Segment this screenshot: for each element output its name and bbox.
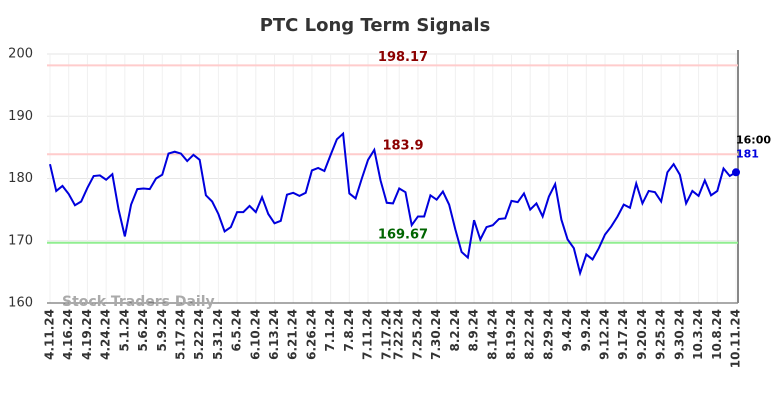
- x-tick-label: 8.19.24: [504, 309, 518, 360]
- x-tick-label: 5.31.24: [211, 309, 225, 360]
- y-tick-label: 190: [8, 109, 33, 124]
- x-tick-label: 6.13.24: [267, 309, 281, 360]
- x-tick-label: 5.22.24: [192, 309, 206, 360]
- watermark: Stock Traders Daily: [62, 294, 215, 310]
- y-tick-label: 160: [8, 296, 33, 311]
- last-point: [732, 168, 740, 177]
- x-tick-label: 9.17.24: [616, 309, 630, 360]
- x-tick-label: 10.8.24: [710, 309, 724, 360]
- x-tick-label: 9.12.24: [598, 309, 612, 360]
- x-tick-label: 8.2.24: [448, 309, 462, 352]
- chart-title: PTC Long Term Signals: [260, 15, 491, 36]
- x-tick-label: 7.8.24: [342, 309, 356, 352]
- x-tick-label: 7.30.24: [429, 309, 443, 360]
- x-tick-label: 4.24.24: [99, 309, 113, 360]
- last-value-label: 181: [736, 147, 759, 160]
- x-tick-label: 6.5.24: [230, 309, 244, 352]
- y-tick-label: 200: [8, 47, 33, 62]
- price-line: [49, 131, 737, 277]
- x-tick-label: 9.9.24: [579, 309, 593, 352]
- x-tick-label: 8.29.24: [541, 309, 555, 360]
- x-tick-label: 9.25.24: [654, 309, 668, 360]
- x-tick-label: 5.6.24: [136, 309, 150, 352]
- x-tick-label: 10.11.24: [729, 309, 743, 368]
- x-tick-label: 7.22.24: [392, 309, 406, 360]
- x-tick-label: 8.14.24: [485, 309, 499, 360]
- x-tick-label: 7.1.24: [323, 309, 337, 352]
- x-tick-label: 9.20.24: [635, 309, 649, 360]
- x-tick-label: 4.19.24: [80, 309, 94, 360]
- x-tick-label: 6.10.24: [248, 309, 262, 360]
- y-tick-label: 180: [8, 171, 33, 186]
- x-tick-label: 5.17.24: [173, 309, 187, 360]
- x-tick-label: 6.21.24: [286, 309, 300, 360]
- x-tick-label: 5.1.24: [117, 309, 131, 352]
- x-tick-label: 9.30.24: [672, 309, 686, 360]
- x-tick-label: 6.26.24: [304, 309, 318, 360]
- reference-label: 183.9: [382, 139, 423, 154]
- x-tick-label: 8.22.24: [523, 309, 537, 360]
- x-tick-label: 9.4.24: [560, 309, 574, 352]
- x-tick-label: 4.16.24: [61, 309, 75, 360]
- x-tick-label: 7.17.24: [379, 309, 393, 360]
- last-time-label: 16:00: [736, 133, 771, 146]
- x-tick-label: 5.9.24: [155, 309, 169, 352]
- x-tick-label: 4.11.24: [43, 309, 57, 360]
- x-tick-label: 10.3.24: [691, 309, 705, 360]
- y-tick-label: 170: [8, 233, 33, 248]
- reference-label: 169.67: [378, 227, 428, 242]
- x-tick-label: 7.11.24: [361, 309, 375, 360]
- reference-label: 198.17: [378, 50, 428, 65]
- x-tick-label: 8.9.24: [467, 309, 481, 352]
- x-tick-label: 7.25.24: [410, 309, 424, 360]
